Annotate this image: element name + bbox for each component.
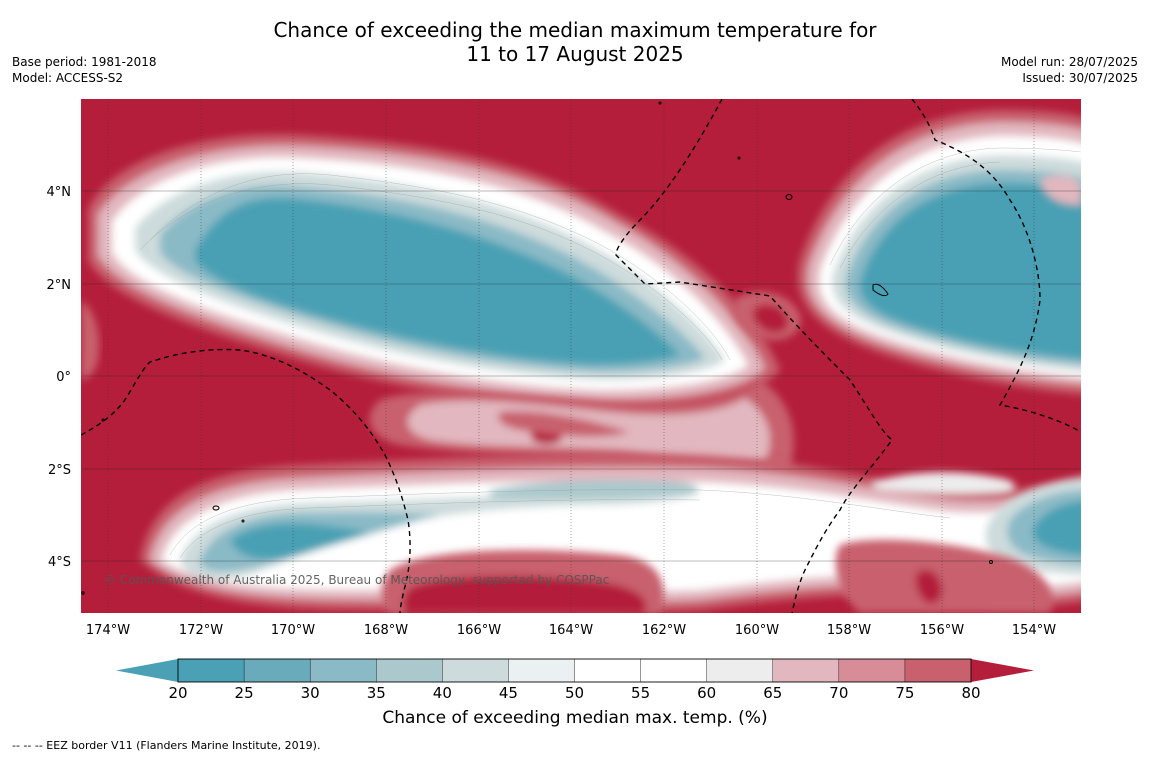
model-run: Model run: 28/07/2025 bbox=[1000, 55, 1138, 69]
colorbar-tick-labels: 20 25 30 35 40 45 50 55 60 65 70 75 80 bbox=[168, 684, 980, 702]
footnote: -- -- -- EEZ border V11 (Flanders Marine… bbox=[12, 739, 321, 752]
colorbar-tick-label: 60 bbox=[697, 684, 716, 702]
colorbar: 20 25 30 35 40 45 50 55 60 65 70 75 80 bbox=[116, 658, 1034, 702]
colorbar-segment bbox=[376, 658, 444, 683]
colorbar-segment bbox=[640, 658, 708, 683]
map-figure: © Commonwealth of Australia 2025, Bureau… bbox=[47, 99, 1081, 702]
south-red-patches bbox=[381, 539, 1053, 613]
latitude-lines bbox=[81, 190, 1081, 562]
lon-label: 156°W bbox=[920, 623, 964, 638]
colorbar-segment bbox=[706, 658, 774, 683]
model-name: Model: ACCESS-S2 bbox=[12, 71, 124, 85]
meta-left: Base period: 1981-2018 Model: ACCESS-S2 bbox=[12, 54, 157, 86]
colorbar-segment bbox=[177, 658, 245, 683]
colorbar-frame bbox=[177, 658, 972, 683]
lon-label: 162°W bbox=[642, 623, 686, 638]
eez-borders bbox=[81, 99, 1081, 613]
west-edge bbox=[81, 300, 100, 380]
lon-label: 154°W bbox=[1012, 623, 1056, 638]
southeast-cool-patch bbox=[985, 478, 1081, 575]
colorbar-tick-label: 50 bbox=[565, 684, 584, 702]
colorbar-tick-label: 45 bbox=[499, 684, 518, 702]
hot-spot-160w bbox=[732, 291, 801, 341]
colorbar-segment bbox=[904, 658, 972, 683]
lon-label: 174°W bbox=[86, 623, 130, 638]
colorbar-label: Chance of exceeding median max. temp. (%… bbox=[382, 708, 768, 728]
colorbar-tick-label: 75 bbox=[895, 684, 914, 702]
lat-label: 4°S bbox=[48, 555, 71, 570]
lat-label: 0° bbox=[56, 370, 71, 385]
base-period: Base period: 1981-2018 bbox=[12, 55, 157, 69]
colorbar-tick-label: 80 bbox=[961, 684, 980, 702]
north-band-west bbox=[88, 134, 780, 410]
colorbar-segment bbox=[772, 658, 840, 683]
colorbar-tick-label: 25 bbox=[235, 684, 254, 702]
colorbar-tick-label: 40 bbox=[433, 684, 452, 702]
colorbar-tick-label: 70 bbox=[829, 684, 848, 702]
colorbar-segment bbox=[508, 658, 576, 683]
lat-label: 2°S bbox=[48, 463, 71, 478]
lon-label: 168°W bbox=[364, 623, 408, 638]
copyright-text: © Commonwealth of Australia 2025, Bureau… bbox=[104, 573, 609, 587]
title-line-2: 11 to 17 August 2025 bbox=[466, 42, 684, 66]
chart-title: Chance of exceeding the median maximum t… bbox=[0, 18, 1150, 66]
lon-label: 158°W bbox=[827, 623, 871, 638]
colorbar-segment bbox=[574, 658, 642, 683]
temperature-field: © Commonwealth of Australia 2025, Bureau… bbox=[81, 99, 1081, 613]
equatorial-tongue bbox=[369, 380, 794, 475]
lon-label: 166°W bbox=[457, 623, 501, 638]
colorbar-over-arrow bbox=[971, 659, 1034, 682]
lon-label: 164°W bbox=[549, 623, 593, 638]
islands bbox=[81, 101, 993, 595]
colorbar-tick-label: 55 bbox=[631, 684, 650, 702]
contour-lines bbox=[139, 147, 1081, 559]
colorbar-tick-label: 20 bbox=[168, 684, 187, 702]
colorbar-segment bbox=[309, 658, 377, 683]
latitude-labels: 4°N 2°N 0° 2°S 4°S bbox=[47, 185, 72, 570]
lat-label: 4°N bbox=[47, 185, 72, 200]
meta-right: Model run: 28/07/2025 Issued: 30/07/2025 bbox=[1001, 54, 1138, 86]
lon-label: 172°W bbox=[179, 623, 223, 638]
colorbar-under-arrow bbox=[116, 659, 178, 682]
lon-label: 170°W bbox=[271, 623, 315, 638]
title-line-1: Chance of exceeding the median maximum t… bbox=[273, 18, 877, 42]
north-band-east bbox=[797, 110, 1081, 395]
colorbar-tick-label: 65 bbox=[763, 684, 782, 702]
issued-date: Issued: 30/07/2025 bbox=[1022, 71, 1138, 85]
colorbar-tick-label: 35 bbox=[367, 684, 386, 702]
longitude-labels: 174°W 172°W 170°W 168°W 166°W 164°W 162°… bbox=[86, 623, 1056, 638]
colorbar-segment bbox=[838, 658, 906, 683]
lat-label: 2°N bbox=[47, 278, 72, 293]
colorbar-tick-label: 30 bbox=[301, 684, 320, 702]
colorbar-segment bbox=[442, 658, 510, 683]
colorbar-segments bbox=[177, 658, 972, 683]
lon-label: 160°W bbox=[735, 623, 779, 638]
colorbar-segment bbox=[243, 658, 311, 683]
